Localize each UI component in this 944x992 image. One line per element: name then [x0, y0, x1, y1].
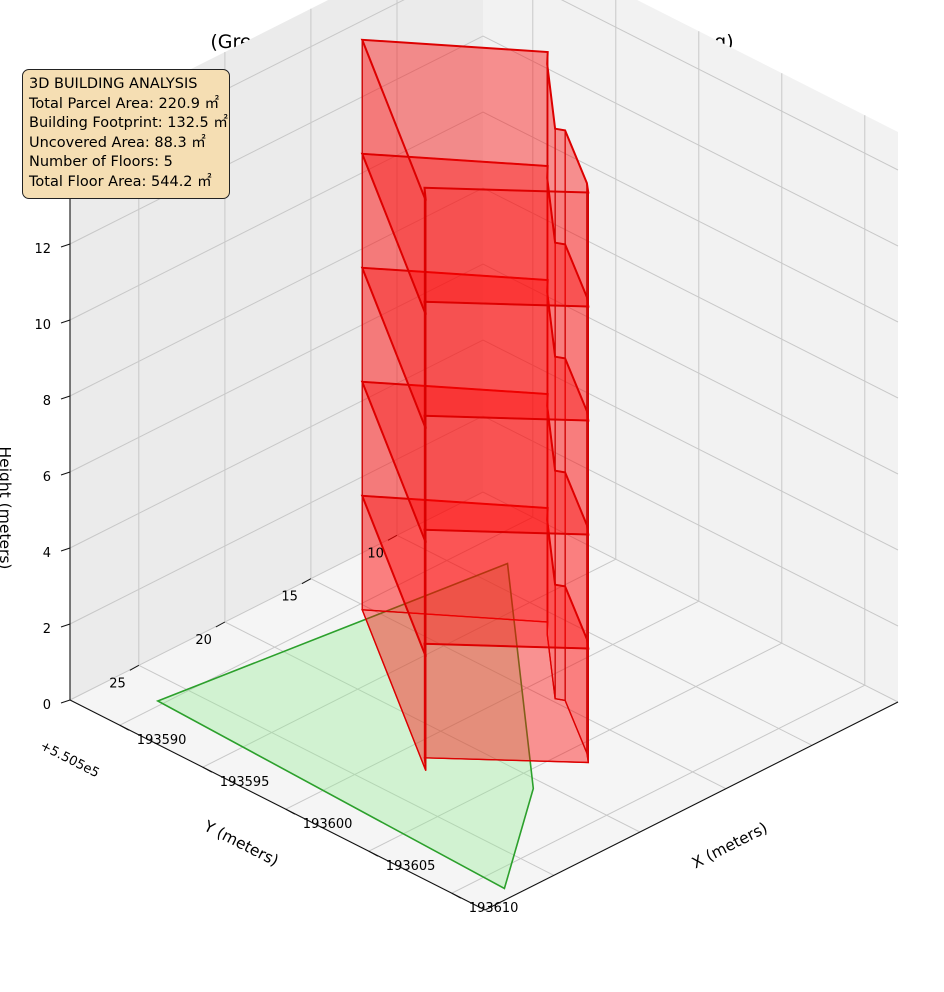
analysis-info-box: 3D BUILDING ANALYSIS Total Parcel Area: … [22, 69, 230, 199]
x-tick-label: 193590 [137, 733, 187, 748]
x-tick [368, 850, 379, 857]
y-axis-line [69, 699, 486, 911]
building-floor-slab [361, 609, 590, 771]
x-tick-label: 193605 [386, 859, 436, 874]
z-tick-label: 8 [43, 394, 51, 409]
grid-line-z [69, 491, 899, 703]
info-line-parcel-area: Total Parcel Area: 220.9 ㎡ [29, 95, 220, 112]
building-roof-slab [360, 38, 590, 201]
grid-line-z [69, 263, 899, 475]
y-axis-offset-label: +5.505e5 [37, 739, 101, 782]
grid-line-z [69, 415, 899, 627]
y-tick-label: 15 [281, 590, 298, 605]
z-tick [60, 319, 71, 324]
info-line-floor-area: Total Floor Area: 544.2 ㎡ [29, 173, 212, 190]
y-tick-label: 10 [367, 546, 384, 561]
info-line-footprint: Building Footprint: 132.5 ㎡ [29, 115, 228, 132]
info-line-heading: 3D BUILDING ANALYSIS [29, 76, 198, 92]
x-axis-label: X (meters) [689, 819, 771, 872]
x-tick-label: 193600 [303, 817, 353, 832]
x-tick-label: 193595 [220, 775, 270, 790]
x-tick-label: 193610 [469, 901, 519, 916]
pane-floor [70, 492, 898, 910]
building-floor-slab [361, 267, 590, 429]
y-tick-label: 25 [109, 676, 126, 691]
x-axis-line [484, 701, 899, 911]
z-tick [60, 699, 71, 704]
x-tick [119, 724, 130, 731]
grid-line-z [69, 111, 899, 323]
z-tick-label: 6 [43, 470, 51, 485]
y-tick [215, 621, 226, 628]
building-floor-slab [361, 381, 590, 543]
z-tick [60, 471, 71, 476]
z-tick-label: 0 [43, 698, 51, 713]
y-tick [301, 578, 312, 585]
info-line-uncovered: Uncovered Area: 88.3 ㎡ [29, 134, 206, 151]
grid-line-z [69, 339, 899, 551]
building-layer [360, 38, 590, 771]
info-line-floors: Number of Floors: 5 [29, 154, 173, 171]
x-tick [451, 892, 462, 899]
z-tick [60, 623, 71, 628]
grid-line-z [69, 187, 899, 399]
z-tick [60, 547, 71, 552]
building-floor [360, 380, 590, 657]
z-tick-label: 4 [43, 546, 51, 561]
x-tick [202, 766, 213, 773]
z-tick-label: 2 [43, 622, 51, 637]
z-tick [60, 243, 71, 248]
y-tick [129, 664, 140, 671]
y-tick-label: 20 [195, 633, 212, 648]
z-tick-label: 12 [34, 242, 51, 257]
y-axis-label: Y (meters) [200, 817, 281, 870]
z-tick-label: 10 [34, 318, 51, 333]
z-tick [60, 395, 71, 400]
building-floor-slab [361, 153, 590, 315]
z-axis-label: Height (meters) [0, 447, 14, 570]
axis-lines [60, 130, 899, 911]
x-tick [285, 808, 296, 815]
building-floor-slab [361, 495, 590, 657]
building-floor [360, 494, 590, 771]
building-floor [360, 38, 590, 315]
y-tick [387, 534, 398, 541]
